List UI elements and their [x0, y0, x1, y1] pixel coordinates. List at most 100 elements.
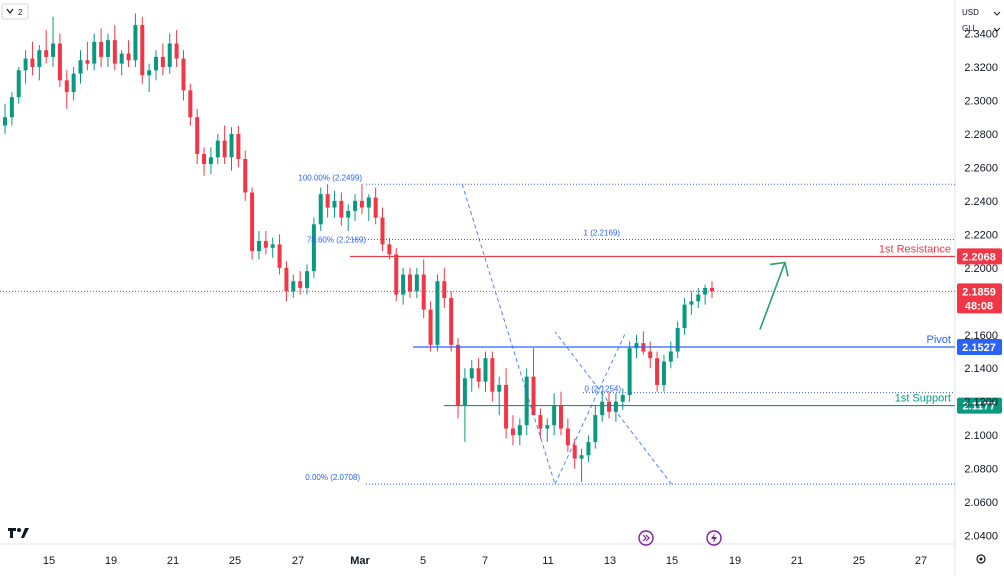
candle-body — [229, 133, 234, 158]
y-tick-label: 2.0400 — [964, 531, 998, 543]
candle-body — [593, 415, 598, 442]
candle-body — [195, 117, 200, 154]
x-tick-label: 15 — [666, 555, 678, 567]
candle-body — [407, 274, 412, 292]
y-tick-label: 2.3400 — [964, 28, 998, 40]
candle-body — [140, 25, 145, 76]
candle-body — [483, 358, 488, 382]
x-tick-label: 15 — [43, 555, 55, 567]
candle-body — [353, 200, 358, 211]
chevron-down-icon — [993, 27, 1001, 32]
top-left-badge[interactable] — [1, 3, 29, 20]
currency-label[interactable]: USD — [962, 8, 979, 17]
top-left-label: 2 — [18, 8, 23, 17]
candle-body — [147, 70, 152, 76]
candle-body — [105, 40, 110, 57]
candle-body — [126, 53, 131, 61]
candle-body — [23, 58, 28, 71]
y-tick-label: 2.1400 — [964, 363, 998, 375]
candles-layer — [3, 13, 714, 483]
settings-gear-icon[interactable] — [976, 554, 986, 564]
candle-body — [668, 351, 673, 362]
candle-body — [188, 90, 193, 118]
candle-body — [627, 348, 632, 396]
candle-body — [311, 224, 316, 272]
candle-body — [634, 343, 639, 349]
candle-body — [64, 80, 69, 93]
candle-body — [531, 376, 536, 416]
candle-body — [476, 368, 481, 382]
current-price-text: 2.1859 — [962, 286, 996, 298]
unit-label[interactable]: GLL — [962, 24, 978, 33]
candle-body — [167, 43, 172, 67]
y-tick-label: 2.2800 — [964, 129, 998, 141]
x-tick-label: 25 — [229, 555, 241, 567]
candle-body — [538, 415, 543, 429]
candle-body — [332, 200, 337, 208]
candle-body — [270, 244, 275, 248]
price-axis[interactable]: 2.0400 2.0600 2.0800 2.1000 2.1200 2.1400 2.16… — [964, 28, 998, 542]
candle-body — [586, 441, 591, 456]
candle-body — [380, 217, 385, 245]
overlay-layer: 100.00% (2.2499) 78.60% (2.2169) 1 (2.2169… — [0, 173, 1002, 485]
candle-body — [421, 274, 426, 310]
current-price-badge — [957, 283, 1002, 314]
candle-body — [154, 56, 159, 71]
fib-label: 1 (2.2169) — [584, 229, 621, 238]
x-tick-label: 19 — [105, 555, 117, 567]
candle-body — [256, 241, 261, 252]
candle-body — [119, 53, 124, 64]
candle-body — [305, 271, 310, 288]
x-tick-label: 25 — [853, 555, 865, 567]
candle-body — [215, 140, 220, 158]
candle-body — [339, 200, 344, 218]
candle-body — [202, 153, 207, 165]
x-tick-label: 7 — [482, 555, 488, 567]
candle-body — [497, 384, 502, 392]
candle-body — [552, 405, 557, 426]
candle-body — [545, 425, 550, 429]
level-price-text: 2.1527 — [962, 342, 996, 354]
candle-body — [517, 425, 522, 436]
candle-body — [160, 56, 165, 67]
y-tick-label: 2.2600 — [964, 162, 998, 174]
countdown-text: 48:08 — [965, 300, 993, 312]
fib-label: 100.00% (2.2499) — [298, 173, 362, 182]
time-axis[interactable]: 15 19 21 25 27 Mar 5 7 11 13 15 19 21 25 27 — [43, 555, 927, 567]
candle-body — [222, 140, 227, 158]
candle-body — [30, 58, 35, 67]
flash-icon[interactable] — [706, 530, 722, 546]
y-tick-label: 2.3000 — [964, 95, 998, 107]
level-price-text: 2.1177 — [962, 401, 995, 413]
level-price-badge — [957, 248, 1002, 265]
candle-body — [689, 301, 694, 305]
candle-body — [181, 58, 186, 91]
candle-body — [112, 40, 117, 64]
candle-body — [44, 50, 49, 57]
candle-body — [462, 378, 467, 406]
candle-body — [682, 304, 687, 329]
candle-body — [263, 241, 268, 248]
candle-body — [648, 351, 653, 359]
candle-body — [558, 405, 563, 429]
candle-body — [373, 197, 378, 218]
candle-body — [394, 254, 399, 295]
fib-label: 78.60% (2.2169) — [307, 236, 366, 245]
tradingview-logo-icon[interactable] — [8, 528, 29, 538]
arrow-head — [769, 261, 789, 277]
candle-body — [456, 344, 461, 406]
candle-body — [346, 210, 351, 218]
candle-body — [414, 274, 419, 292]
trend-line — [554, 331, 672, 485]
candle-body — [325, 194, 330, 208]
candle-body — [366, 197, 371, 208]
candle-body — [16, 70, 21, 98]
chevron-down-icon — [993, 11, 1001, 16]
level-price-badge — [957, 338, 1002, 355]
replay-icon[interactable] — [638, 530, 654, 546]
x-tick-label: 21 — [167, 555, 179, 567]
candle-body — [37, 50, 42, 67]
trend-line — [554, 331, 627, 485]
y-tick-label: 2.0800 — [964, 464, 998, 476]
